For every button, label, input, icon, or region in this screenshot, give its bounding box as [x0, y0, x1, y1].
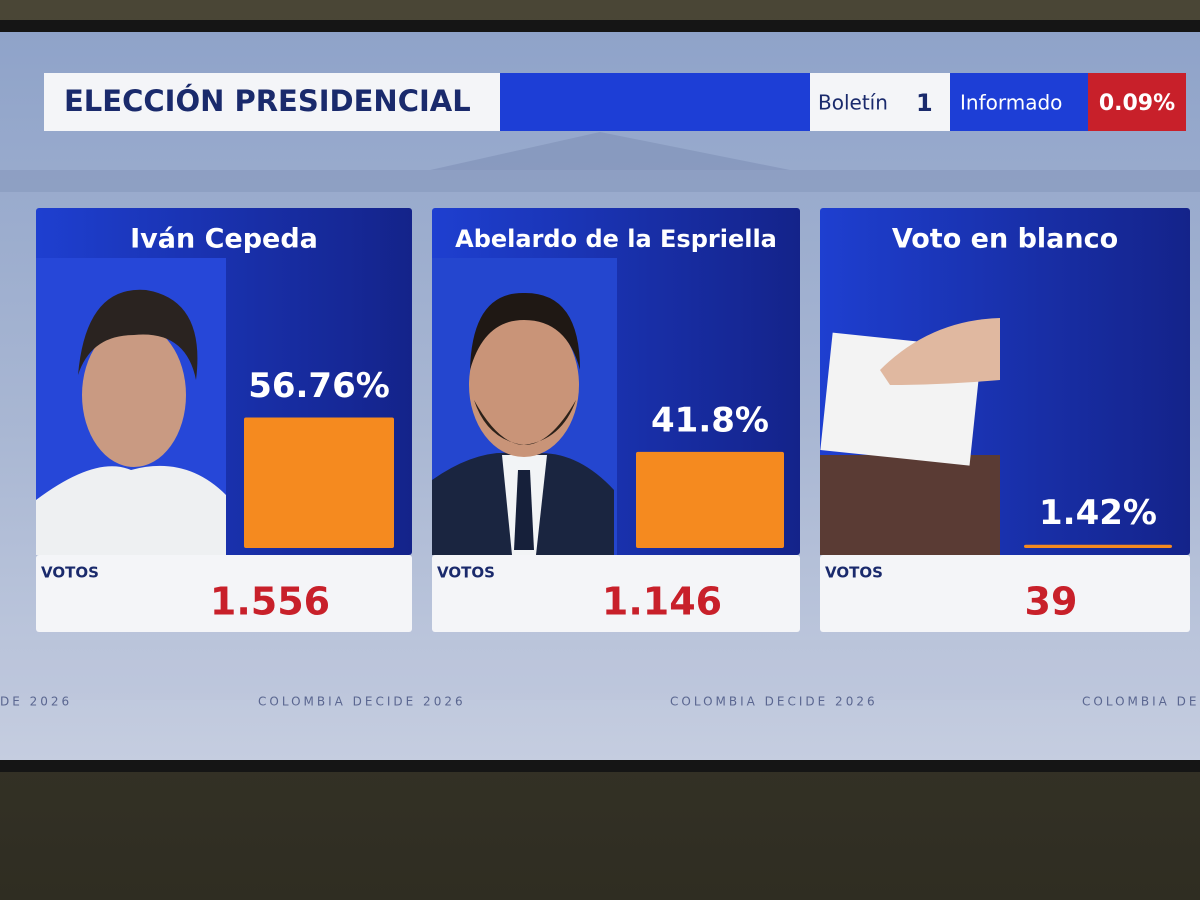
- hair: [78, 289, 198, 380]
- votes-box: [36, 555, 412, 632]
- votes-count: 1.146: [602, 580, 722, 624]
- percent-label: 1.42%: [1039, 493, 1157, 533]
- informed-percent: 0.09%: [1099, 91, 1175, 116]
- face: [82, 323, 186, 467]
- votes-count: 1.556: [210, 580, 330, 624]
- candidate-name: Abelardo de la Espriella: [455, 225, 777, 253]
- header-title-box: [44, 73, 500, 131]
- header-title: ELECCIÓN PRESIDENCIAL: [64, 84, 471, 118]
- candidate-name: Iván Cepeda: [130, 224, 318, 255]
- footer-text: COLOMBIA DECIDE 2026: [1082, 695, 1200, 709]
- percent-label: 41.8%: [651, 400, 769, 440]
- votes-count: 39: [1025, 580, 1078, 624]
- shirt: [36, 465, 226, 555]
- cards: Iván Cepeda 56.76% VOTOS 1.556 Abelardo de l…: [36, 208, 1190, 632]
- votes-label: VOTOS: [825, 564, 883, 582]
- backdrop: [0, 132, 1200, 700]
- hair: [470, 292, 580, 370]
- hand: [880, 318, 1000, 385]
- tie: [514, 470, 534, 550]
- candidate-name: Voto en blanco: [892, 224, 1118, 255]
- header-percent-box: [1088, 73, 1186, 131]
- face: [469, 313, 579, 457]
- photo: [820, 318, 1000, 555]
- footer-text: COLOMBIA DECIDE 2026: [670, 695, 878, 709]
- footer-text: COLOMBIA DECIDE 2026: [258, 695, 466, 709]
- informed-label: Informado: [960, 91, 1062, 115]
- header-bulletin-box: [810, 73, 950, 131]
- votes-label: VOTOS: [437, 564, 495, 582]
- percent-bar: [1024, 544, 1172, 548]
- header-informed-box: [950, 73, 1088, 131]
- ballot-box: [820, 455, 1000, 555]
- beard: [474, 400, 576, 445]
- votes-label: VOTOS: [41, 564, 99, 582]
- votes-box: [432, 555, 800, 632]
- percent-bar: [244, 417, 394, 548]
- votes-box: [820, 555, 1190, 632]
- bulletin-label: Boletín: [818, 91, 888, 115]
- photo: [432, 258, 617, 555]
- header-blue: [500, 73, 810, 131]
- percent-label: 56.76%: [248, 366, 390, 406]
- footer-text: DE 2026: [0, 695, 72, 709]
- bulletin-number: 1: [916, 89, 933, 117]
- percent-bar: [636, 451, 784, 548]
- photo: [36, 258, 226, 555]
